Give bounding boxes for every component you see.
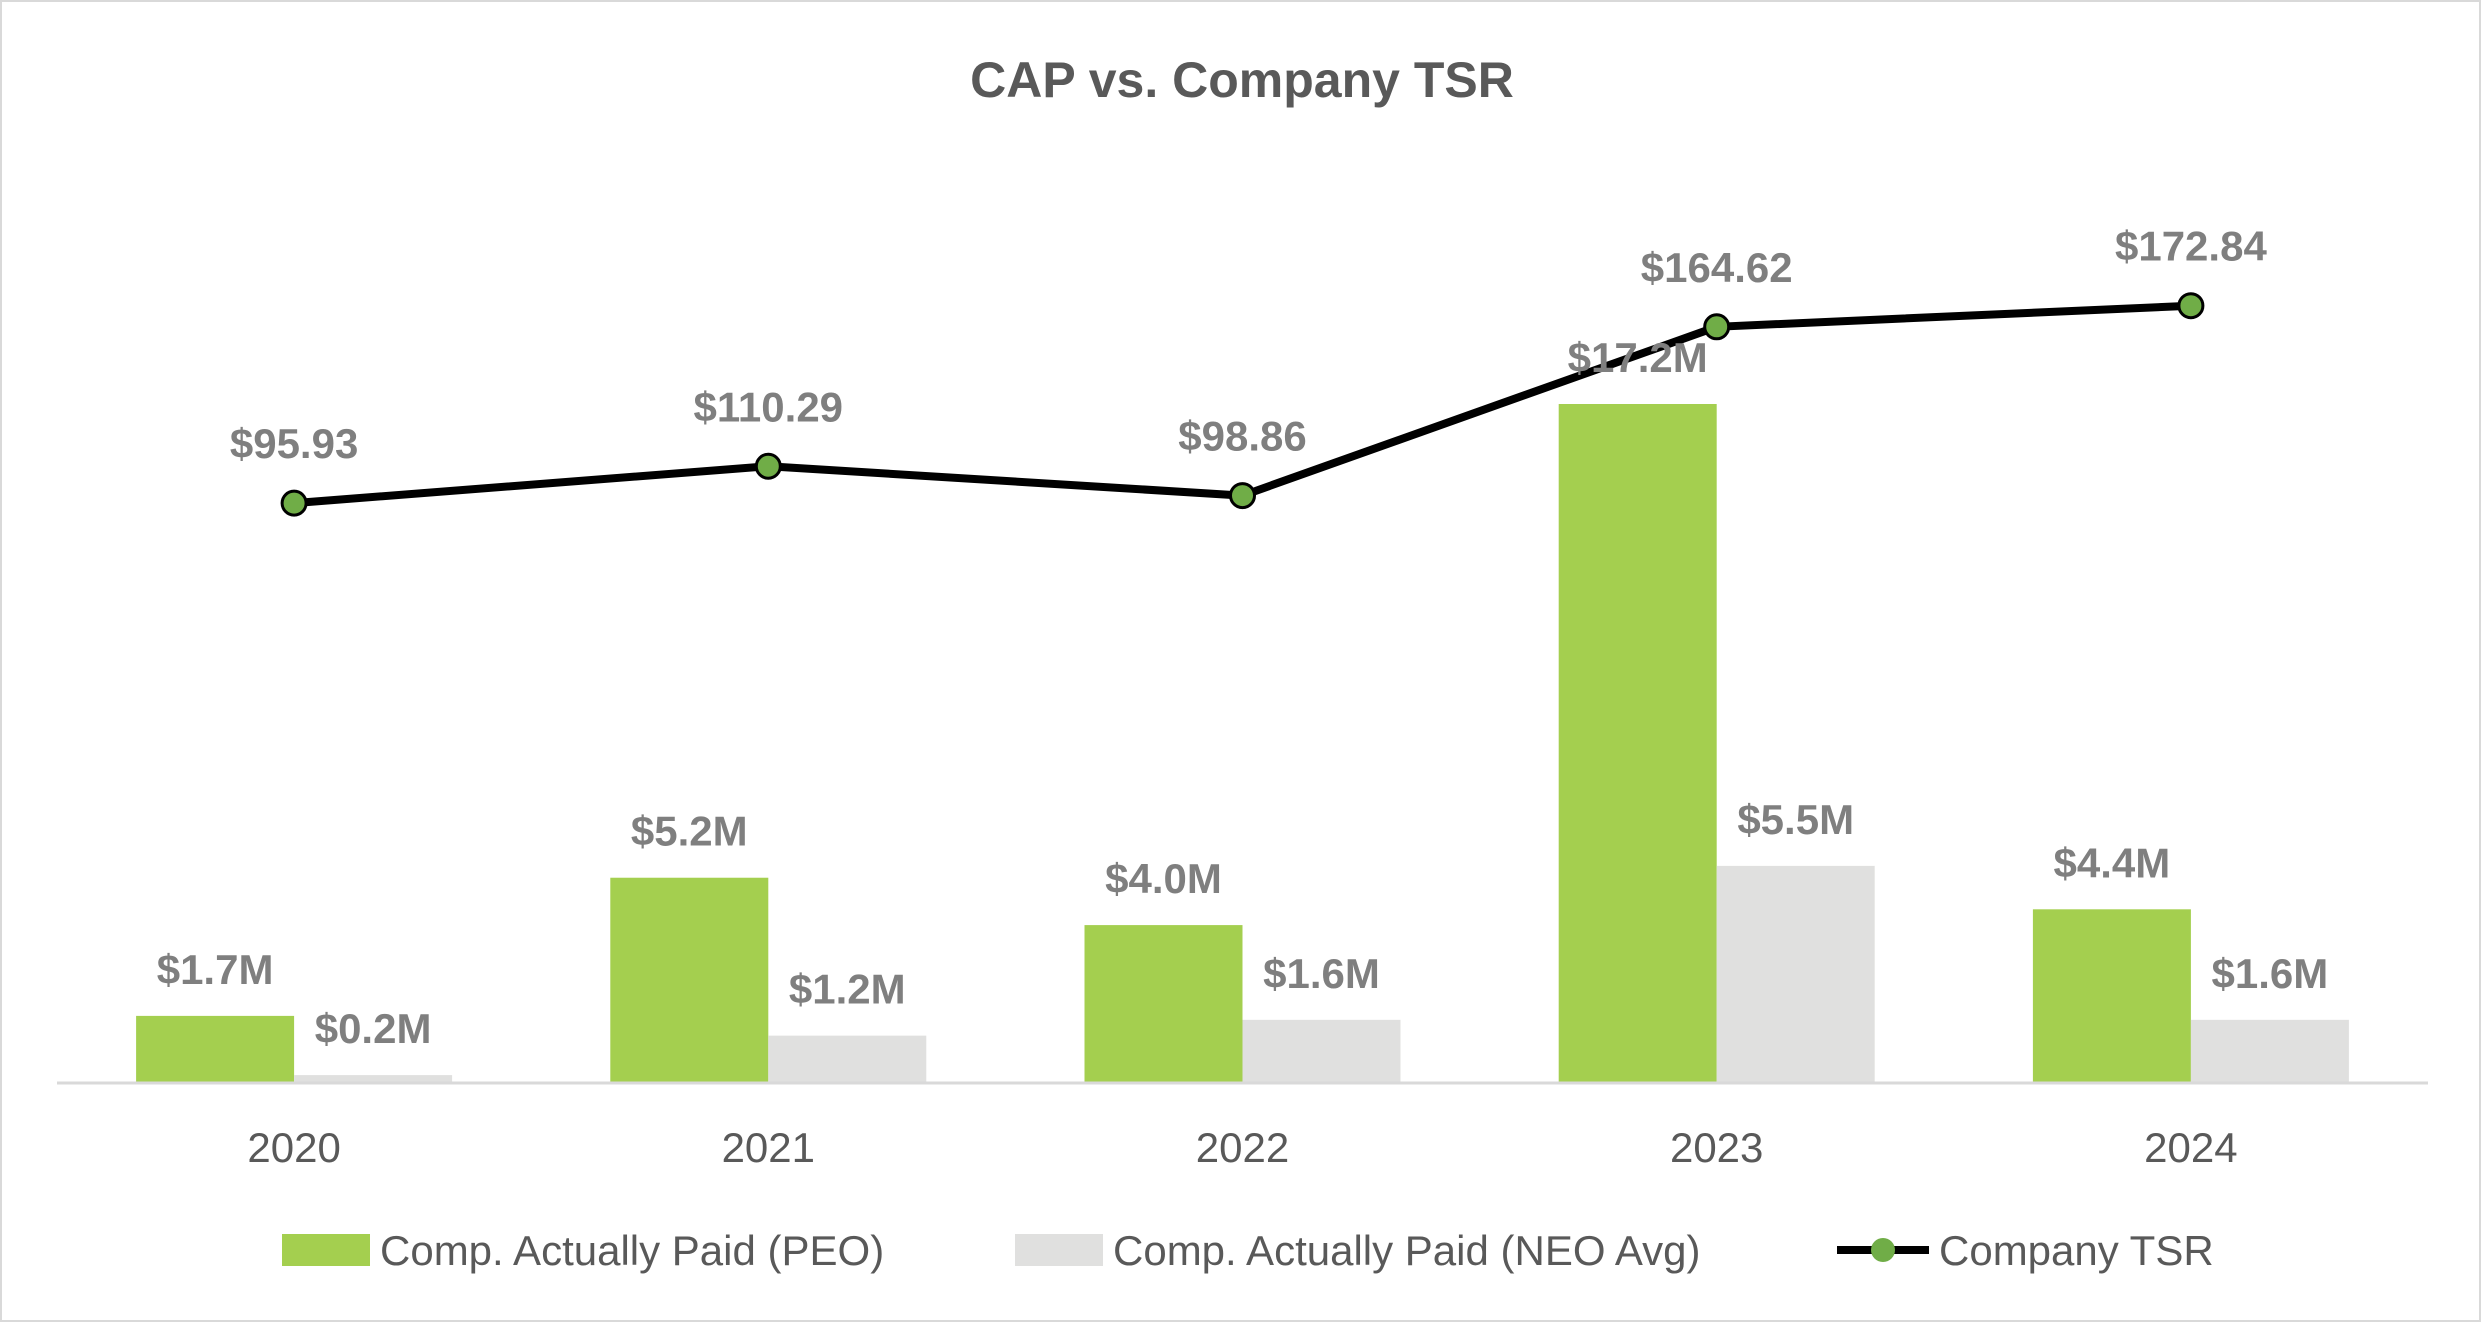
- label-tsr-2023: $164.62: [1641, 244, 1793, 291]
- legend-peo-label: Comp. Actually Paid (PEO): [380, 1227, 884, 1274]
- legend: Comp. Actually Paid (PEO) Comp. Actually …: [282, 1227, 2214, 1274]
- x-tick-2022: 2022: [1196, 1124, 1289, 1171]
- label-neo-2024: $1.6M: [2212, 950, 2329, 997]
- label-peo-2020: $1.7M: [157, 946, 274, 993]
- x-tick-2020: 2020: [247, 1124, 340, 1171]
- bar-neo-2020: [294, 1075, 453, 1083]
- bar-neo-2023: [1716, 865, 1875, 1083]
- bar-peo-2022: [1084, 925, 1243, 1083]
- legend-neo-label: Comp. Actually Paid (NEO Avg): [1113, 1227, 1700, 1274]
- tsr-marker-2024: [2177, 292, 2205, 320]
- tsr-line-layer: [280, 292, 2205, 517]
- tsr-marker-2020: [280, 489, 308, 517]
- tsr-marker-2022: [1229, 482, 1256, 510]
- label-neo-2022: $1.6M: [1263, 950, 1380, 997]
- label-peo-2023: $17.2M: [1568, 334, 1708, 381]
- label-neo-2020: $0.2M: [315, 1005, 432, 1052]
- data-labels-layer: $1.7M $0.2M $5.2M $1.2M $4.0M $1.6M $17.2M $5.5…: [157, 223, 2329, 1052]
- label-peo-2021: $5.2M: [631, 808, 748, 855]
- legend-neo-swatch: [1015, 1234, 1103, 1266]
- bars-layer: [136, 404, 2349, 1083]
- chart-title: CAP vs. Company TSR: [970, 52, 1514, 108]
- tsr-line: [290, 301, 2195, 508]
- legend-tsr-swatch-marker: [1871, 1238, 1895, 1262]
- bar-neo-2021: [768, 1035, 927, 1083]
- label-peo-2024: $4.4M: [2054, 839, 2171, 886]
- legend-tsr-label: Company TSR: [1939, 1227, 2214, 1274]
- label-tsr-2022: $98.86: [1178, 413, 1306, 460]
- bar-peo-2020: [136, 1015, 295, 1083]
- legend-peo-swatch: [282, 1234, 370, 1266]
- bar-peo-2023: [1558, 404, 1717, 1083]
- bar-neo-2022: [1242, 1019, 1401, 1083]
- bar-peo-2021: [610, 877, 769, 1083]
- tsr-marker-2021: [754, 452, 782, 480]
- x-tick-2021: 2021: [722, 1124, 815, 1171]
- tsr-marker-2023: [1703, 313, 1731, 341]
- label-peo-2022: $4.0M: [1105, 855, 1222, 902]
- label-tsr-2020: $95.93: [230, 420, 358, 467]
- label-neo-2023: $5.5M: [1737, 796, 1854, 843]
- label-tsr-2024: $172.84: [2115, 223, 2267, 270]
- x-tick-labels: 2020 2021 2022 2023 2024: [247, 1124, 2237, 1171]
- label-neo-2021: $1.2M: [789, 966, 906, 1013]
- bar-neo-2024: [2190, 1019, 2349, 1083]
- x-tick-2023: 2023: [1670, 1124, 1763, 1171]
- bar-peo-2024: [2032, 909, 2191, 1083]
- x-tick-2024: 2024: [2144, 1124, 2237, 1171]
- label-tsr-2021: $110.29: [694, 383, 844, 430]
